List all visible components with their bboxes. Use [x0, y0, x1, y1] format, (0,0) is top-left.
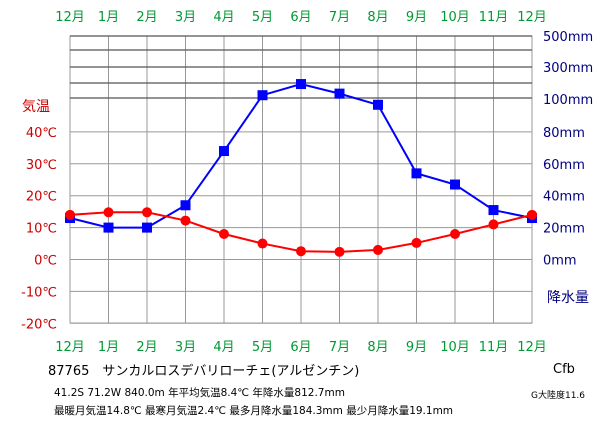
temperature-point: [257, 238, 268, 249]
top-month-label: 8月: [367, 10, 388, 25]
precipitation-point: [180, 200, 191, 211]
temperature-tick-label: 20℃: [26, 190, 57, 205]
climate-class: Cfb: [553, 362, 575, 377]
precipitation-tick-labels: 500mm 300mm 100mm 80mm 60mm 40mm 20mm 0mm: [543, 30, 593, 269]
precipitation-tick-label: 500mm: [543, 30, 593, 45]
precipitation-point: [411, 168, 422, 179]
precipitation-point: [450, 179, 460, 190]
temperature-tick-label: 40℃: [26, 126, 57, 141]
temperature-tick-labels: 40℃ 30℃ 20℃ 10℃ 0℃ -10℃ -20℃: [21, 126, 57, 332]
precipitation-point: [219, 146, 229, 157]
temperature-tick-label: -10℃: [21, 285, 57, 300]
temperature-point: [334, 246, 345, 257]
temperature-point: [103, 207, 114, 218]
precipitation-axis-label: 降水量: [547, 290, 589, 306]
top-month-label: 3月: [175, 10, 196, 25]
temperature-tick-label: 30℃: [26, 158, 57, 173]
top-month-label: 12月: [517, 10, 547, 25]
temperature-axis-label: 気温: [22, 99, 50, 115]
temperature-tick-label: -20℃: [21, 317, 57, 332]
bottom-month-label: 12月: [517, 340, 547, 355]
precipitation-tick-label: 100mm: [543, 93, 593, 108]
bottom-month-label: 2月: [136, 340, 157, 355]
temperature-point: [488, 219, 499, 230]
top-month-label: 11月: [479, 10, 509, 25]
temperature-point: [296, 246, 306, 257]
precipitation-point: [488, 205, 499, 216]
top-month-label: 9月: [406, 10, 427, 25]
temperature-point: [65, 209, 75, 220]
bottom-month-labels: 12月 1月 2月 3月 4月 5月 6月 7月 8月 9月 10月 11月 12月: [55, 340, 547, 355]
precipitation-point: [257, 90, 268, 101]
bottom-month-label: 4月: [213, 340, 234, 355]
precipitation-tick-label: 300mm: [543, 61, 593, 76]
bottom-month-label: 3月: [175, 340, 196, 355]
top-month-label: 4月: [213, 10, 234, 25]
bottom-month-label: 1月: [98, 340, 119, 355]
station-details-1: 41.2S 71.2W 840.0m 年平均気温8.4℃ 年降水量812.7mm: [54, 387, 345, 399]
temperature-tick-label: 0℃: [34, 254, 57, 269]
precipitation-point: [373, 99, 383, 110]
bottom-month-label: 9月: [406, 340, 427, 355]
precipitation-point: [296, 79, 306, 90]
top-month-label: 1月: [98, 10, 119, 25]
precipitation-point: [334, 88, 345, 99]
temperature-point: [142, 207, 152, 218]
top-month-label: 10月: [440, 10, 470, 25]
bottom-month-label: 12月: [55, 340, 85, 355]
precipitation-tick-label: 0mm: [543, 254, 577, 269]
top-month-labels: 12月 1月 2月 3月 4月 5月 6月 7月 8月 9月 10月 11月 12月: [55, 10, 547, 25]
continentality-index: G大陸度11.6: [531, 391, 586, 401]
bottom-month-label: 8月: [367, 340, 388, 355]
precipitation-tick-label: 80mm: [543, 126, 585, 141]
precipitation-point: [103, 222, 114, 233]
temperature-point: [411, 237, 422, 248]
top-month-label: 2月: [136, 10, 157, 25]
precipitation-tick-label: 20mm: [543, 222, 585, 237]
precipitation-tick-label: 60mm: [543, 158, 585, 173]
bottom-month-label: 7月: [329, 340, 350, 355]
temperature-point: [450, 228, 460, 239]
temperature-point: [180, 215, 191, 226]
series-layer: [65, 79, 537, 257]
temperature-point: [219, 228, 229, 239]
top-month-label: 7月: [329, 10, 350, 25]
station-details-2: 最暖月気温14.8℃ 最寒月気温2.4℃ 最多月降水量184.3mm 最少月降水…: [54, 405, 454, 417]
precipitation-point: [142, 222, 152, 233]
bottom-month-label: 6月: [290, 340, 311, 355]
station-name: 87765 サンカルロスデバリローチェ(アルゼンチン): [48, 364, 360, 379]
temperature-point: [373, 244, 383, 255]
temperature-point: [527, 209, 537, 220]
top-month-label: 5月: [252, 10, 273, 25]
temperature-tick-label: 10℃: [26, 222, 57, 237]
bottom-month-label: 11月: [479, 340, 509, 355]
precipitation-tick-label: 40mm: [543, 190, 585, 205]
top-month-label: 6月: [290, 10, 311, 25]
bottom-month-label: 5月: [252, 340, 273, 355]
top-month-label: 12月: [55, 10, 85, 25]
bottom-month-label: 10月: [440, 340, 470, 355]
